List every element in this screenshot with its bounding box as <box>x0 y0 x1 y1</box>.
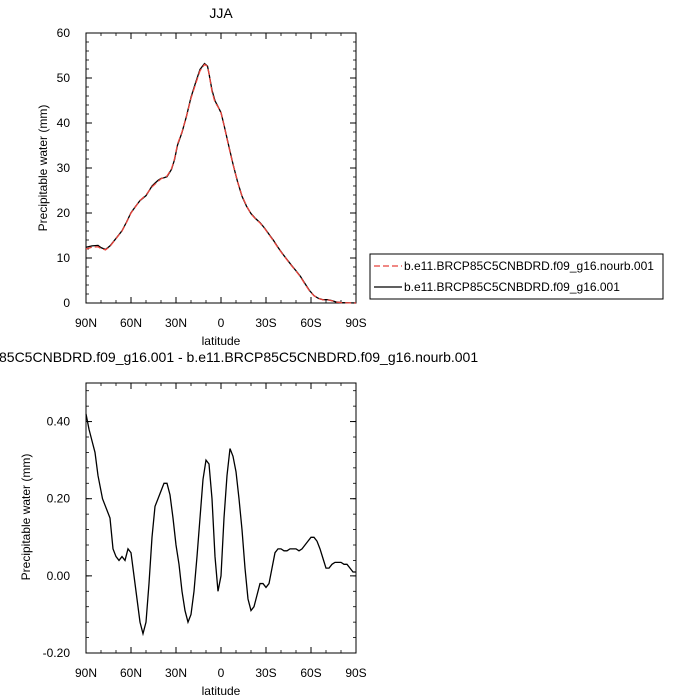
top-series-line-0 <box>85 63 357 304</box>
top-x-tick-label: 60S <box>300 316 321 330</box>
bottom-chart-title: 85C5CNBDRD.f09_g16.001 - b.e11.BRCP85C5C… <box>0 349 478 365</box>
top-chart-frame <box>85 32 357 304</box>
top-x-tick-label: 30N <box>165 316 187 330</box>
legend-box <box>369 253 664 300</box>
top-y-tick-label: 40 <box>57 116 71 130</box>
top-y-tick-label: 50 <box>57 71 71 85</box>
bottom-chart: 85C5CNBDRD.f09_g16.001 - b.e11.BRCP85C5C… <box>0 349 478 698</box>
bottom-chart-ticks: 90N 60N 30N 0 30S 60S 90S -0.20 0.00 0.20 0.40 <box>43 383 367 680</box>
top-series-line-1 <box>85 62 357 304</box>
top-x-tick-label: 30S <box>255 316 276 330</box>
top-chart-title: JJA <box>209 5 233 21</box>
top-chart-ylabel: Precipitable water (mm) <box>36 105 50 232</box>
bottom-x-tick-label: 90N <box>75 666 97 680</box>
top-x-tick-label: 90N <box>75 316 97 330</box>
bottom-y-tick-label: 0.00 <box>47 569 71 583</box>
top-chart-xlabel: latitude <box>202 334 241 348</box>
top-x-tick-label: 90S <box>345 316 366 330</box>
bottom-chart-ylabel: Precipitable water (mm) <box>19 454 33 581</box>
bottom-series-line-0 <box>85 413 356 637</box>
bottom-x-tick-label: 90S <box>345 666 366 680</box>
top-y-tick-label: 30 <box>57 161 71 175</box>
top-x-tick-label: 60N <box>120 316 142 330</box>
bottom-y-tick-label: 0.20 <box>47 492 71 506</box>
bottom-chart-series <box>85 413 356 637</box>
bottom-x-tick-label: 30S <box>255 666 276 680</box>
top-y-tick-label: 10 <box>57 251 71 265</box>
top-x-tick-label: 0 <box>218 316 225 330</box>
top-y-tick-label: 60 <box>57 26 71 40</box>
legend-label-control: b.e11.BRCP85C5CNBDRD.f09_g16.001 <box>404 280 620 294</box>
top-chart-series <box>85 62 357 304</box>
legend-label-nourb: b.e11.BRCP85C5CNBDRD.f09_g16.nourb.001 <box>404 259 654 273</box>
legend: b.e11.BRCP85C5CNBDRD.f09_g16.nourb.001 b… <box>369 253 664 300</box>
top-y-tick-label: 0 <box>63 296 70 310</box>
bottom-x-tick-label: 30N <box>165 666 187 680</box>
bottom-x-tick-label: 60N <box>120 666 142 680</box>
top-chart: JJA 90N 60N 30N 0 30S 60S 90S 0 10 20 30 40 50 60 lat… <box>36 5 367 348</box>
bottom-y-tick-label: -0.20 <box>43 646 71 660</box>
bottom-chart-frame <box>85 382 357 654</box>
top-y-tick-label: 20 <box>57 206 71 220</box>
bottom-y-tick-label: 0.40 <box>47 415 71 429</box>
bottom-chart-xlabel: latitude <box>202 684 241 698</box>
bottom-x-tick-label: 60S <box>300 666 321 680</box>
bottom-x-tick-label: 0 <box>218 666 225 680</box>
top-chart-ticks: 90N 60N 30N 0 30S 60S 90S 0 10 20 30 40 50 60 <box>57 26 367 330</box>
